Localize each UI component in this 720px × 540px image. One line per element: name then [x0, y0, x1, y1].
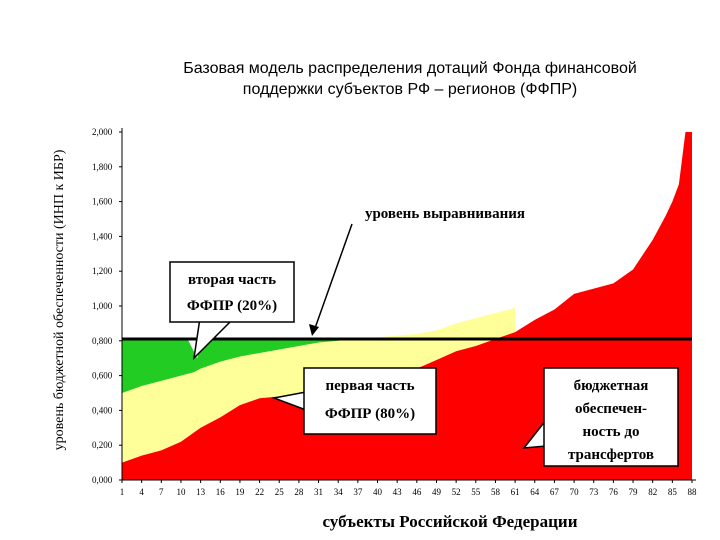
second-part-callout-text: вторая часть	[188, 272, 276, 288]
chart-ticks: 0,000 0,200 0,400 0,600 0,800 1,000 1,200 1,400…	[92, 127, 697, 497]
y-tick-label: 0,600	[92, 371, 113, 381]
x-tick-label: 55	[471, 487, 481, 497]
x-tick-label: 31	[314, 487, 323, 497]
y-tick-label: 2,000	[92, 127, 113, 137]
budget-callout-text: трансфертов	[568, 447, 654, 463]
x-tick-label: 40	[373, 487, 383, 497]
x-tick-label: 64	[530, 487, 540, 497]
x-tick-label: 25	[275, 487, 285, 497]
x-tick-label: 67	[550, 487, 560, 497]
first-part-callout-text: ФФПР (80%)	[325, 406, 415, 422]
y-tick-label: 1,000	[92, 301, 113, 311]
x-axis-label: субъекты Российской Федерации	[322, 512, 578, 531]
x-tick-label: 34	[334, 487, 344, 497]
budget-callout-text: обеспечен-	[575, 401, 647, 417]
y-tick-label: 1,400	[92, 231, 113, 241]
x-tick-label: 4	[139, 487, 144, 497]
equalization-arrow-head	[309, 324, 319, 336]
budget-callout-text: ность до	[583, 424, 640, 440]
chart-callouts: уровень выравнивания вторая часть ФФПР (20…	[169, 206, 679, 467]
x-tick-label: 52	[452, 487, 461, 497]
y-tick-label: 1,200	[92, 266, 113, 276]
chart-title-line-1: Базовая модель распределения дотаций Фон…	[183, 60, 637, 77]
x-tick-label: 70	[570, 487, 580, 497]
x-tick-label: 1	[120, 487, 125, 497]
y-tick-label: 1,600	[92, 197, 113, 207]
x-tick-label: 49	[432, 487, 442, 497]
first-part-callout-text: первая часть	[325, 378, 414, 394]
y-tick-label: 1,800	[92, 162, 113, 172]
chart-axes	[121, 128, 696, 481]
x-tick-label: 43	[393, 487, 403, 497]
y-tick-label: 0,200	[92, 440, 113, 450]
x-tick-label: 10	[176, 487, 186, 497]
x-tick-label: 58	[491, 487, 501, 497]
x-tick-label: 85	[668, 487, 678, 497]
chart-title-line-2: поддержки субъектов РФ – регионов (ФФПР)	[242, 81, 578, 98]
equalization-arrow-line	[313, 223, 353, 332]
x-tick-label: 7	[159, 487, 164, 497]
y-tick-label: 0,000	[92, 475, 113, 485]
x-tick-label: 82	[648, 487, 657, 497]
y-tick-label: 0,800	[92, 336, 113, 346]
budget-callout-text: бюджетная	[574, 378, 649, 394]
x-tick-label: 22	[255, 487, 264, 497]
x-tick-label: 19	[235, 487, 245, 497]
x-tick-label: 88	[688, 487, 698, 497]
y-tick-label: 0,400	[92, 405, 113, 415]
series-second-part-area	[122, 339, 352, 393]
x-tick-label: 37	[353, 487, 363, 497]
x-tick-label: 13	[196, 487, 206, 497]
x-tick-label: 16	[216, 487, 226, 497]
first-part-callout-box	[303, 367, 437, 435]
second-part-callout-box	[169, 261, 295, 323]
chart-title: Базовая модель распределения дотаций Фон…	[120, 58, 700, 100]
x-tick-label: 61	[511, 487, 520, 497]
budget-callout-box	[543, 367, 679, 467]
x-tick-label: 73	[589, 487, 599, 497]
equalization-level-annotation: уровень выравнивания	[365, 206, 525, 222]
x-tick-label: 76	[609, 487, 619, 497]
x-tick-label: 79	[629, 487, 639, 497]
x-tick-label: 46	[412, 487, 422, 497]
second-part-callout-text: ФФПР (20%)	[187, 298, 277, 314]
x-tick-label: 28	[294, 487, 304, 497]
